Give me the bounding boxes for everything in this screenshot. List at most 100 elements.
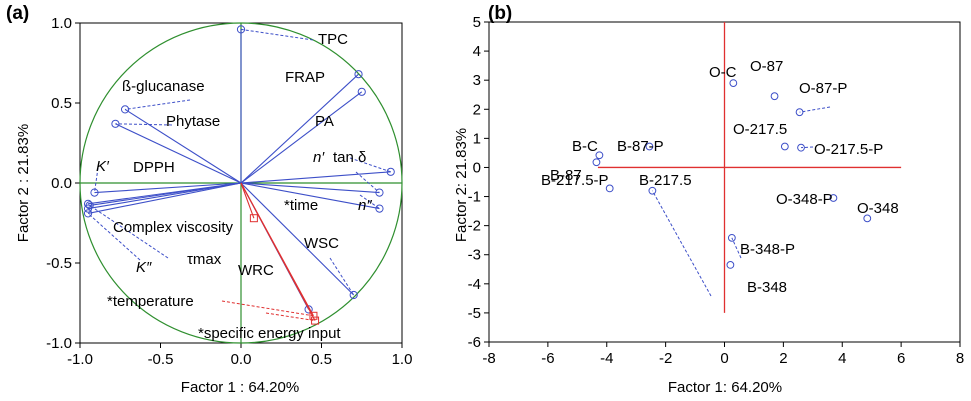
loading-label-tau: τmax [187, 251, 222, 268]
score-point [592, 158, 601, 167]
loading-label-tand: tan δ [333, 149, 366, 166]
score-point [595, 151, 604, 160]
y-tick-label-a: 0.0 [51, 175, 72, 192]
y-tick-label-b: -4 [468, 276, 481, 293]
y-tick-label-b: 4 [473, 43, 481, 60]
loading-label-K2: K″ [136, 259, 152, 276]
y-tick-label-b: -3 [468, 247, 481, 264]
x-tick-label-b: 4 [838, 350, 846, 367]
score-label: B-87-P [617, 138, 664, 155]
loading-vector-active [89, 182, 242, 206]
loading-point-active [236, 25, 246, 34]
x-tick-label-b: 2 [779, 350, 787, 367]
y-tick-label-b: -5 [468, 305, 481, 322]
loading-point-supplementary [249, 214, 258, 223]
y-tick-label-b: 5 [473, 14, 481, 31]
score-point [605, 184, 614, 193]
x-tick-label-b: 0 [720, 350, 728, 367]
x-tick-label-a: 0.5 [311, 351, 332, 368]
loading-label-TPC: TPC [318, 31, 348, 48]
score-label-leader [799, 106, 831, 113]
label-leader-bglu [125, 99, 191, 110]
loading-label-phytase: Phytase [166, 113, 220, 130]
score-label: O-87-P [799, 80, 847, 97]
loading-point-active [83, 209, 93, 218]
score-label: O-87 [750, 58, 783, 75]
loading-vector-active [124, 108, 242, 184]
y-tick-label-b: -6 [468, 334, 481, 351]
loading-label-sei: *specific energy input [198, 325, 341, 342]
score-label: O-348 [857, 200, 899, 217]
loading-point-supplementary [309, 311, 318, 320]
y-tick-label-a: 0.5 [51, 95, 72, 112]
score-point [645, 142, 654, 151]
loading-point-active [120, 105, 130, 114]
loading-label-DPPH: DPPH [133, 159, 175, 176]
loading-point-active [83, 199, 93, 208]
x-tick-label-a: -1.0 [67, 351, 93, 368]
loading-point-active [375, 188, 384, 197]
score-label: O-217.5-P [814, 141, 883, 158]
label-leader-K2 [87, 213, 141, 261]
score-label: O-348-P [776, 191, 833, 208]
score-point [797, 143, 805, 152]
loading-point-active [357, 87, 366, 96]
x-tick-label-a: 1.0 [392, 351, 413, 368]
loading-label-temp: *temperature [107, 293, 194, 310]
loading-label-PA: PA [315, 113, 334, 130]
score-point [795, 108, 804, 117]
loading-point-active [85, 201, 94, 210]
loading-label-n1: n′ [313, 149, 325, 166]
score-point [829, 194, 838, 202]
loading-point-active [375, 204, 384, 213]
loading-vector-active [240, 171, 391, 184]
loading-label-cv: Complex viscosity [113, 219, 234, 236]
score-label: B-348 [747, 279, 787, 296]
x-axis-title-a: Factor 1 : 64.20% [181, 379, 299, 396]
loading-point-active [386, 167, 395, 176]
x-tick-label-b: -8 [482, 350, 495, 367]
loading-label-time: *time [284, 197, 318, 214]
loading-label-n2: n″ [358, 197, 372, 214]
loading-vector-active [87, 182, 242, 214]
score-label: O-C [709, 64, 737, 81]
y-tick-label-a: -1.0 [46, 335, 72, 352]
loading-point-supplementary [311, 316, 320, 325]
y-tick-label-a: 1.0 [51, 15, 72, 32]
score-label: B-217.5-P [541, 172, 609, 189]
loading-label-WSC: WSC [304, 235, 339, 252]
score-point [726, 261, 735, 269]
loading-vector-active [240, 182, 355, 296]
y-tick-label-a: -0.5 [46, 255, 72, 272]
loading-vector-active [115, 123, 242, 184]
loading-vector-supplementary [240, 182, 255, 219]
y-tick-label-b: 0 [473, 159, 481, 176]
y-axis-title-a: Factor 2 : 21.83% [15, 124, 32, 242]
x-axis-title-b: Factor 1: 64.20% [668, 379, 782, 396]
y-tick-label-b: 3 [473, 72, 481, 89]
label-leader-n2 [359, 194, 380, 210]
x-tick-label-a: 0.0 [231, 351, 252, 368]
score-point [648, 186, 657, 195]
label-leader-temp [221, 300, 314, 317]
y-axis-title-b: Factor 2: 21.83% [453, 128, 470, 242]
label-leader-TPC [240, 28, 314, 41]
loading-point-active [349, 290, 358, 300]
score-label-leader [731, 237, 742, 259]
score-label-leader [801, 146, 814, 149]
unit-circle [79, 22, 403, 344]
loading-vector-active [240, 73, 359, 184]
score-label-leader [651, 190, 712, 297]
label-leader-n1 [349, 157, 391, 173]
score-label: B-348-P [740, 241, 795, 258]
label-leader-K1 [93, 167, 99, 193]
x-tick-label-b: -2 [659, 350, 672, 367]
loading-point-active [90, 188, 99, 197]
x-tick-label-a: -0.5 [148, 351, 174, 368]
score-point [770, 92, 779, 101]
x-tick-label-b: -4 [600, 350, 613, 367]
score-label: B-C [572, 138, 598, 155]
score-label: B-217.5 [639, 172, 692, 189]
